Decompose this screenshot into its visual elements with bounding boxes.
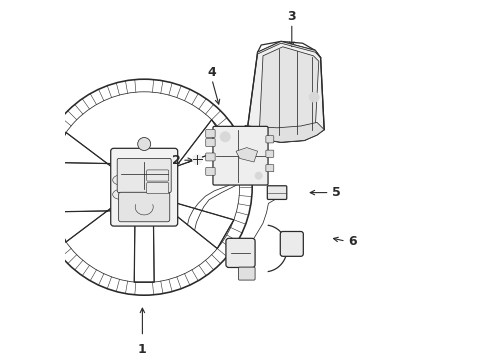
- Polygon shape: [159, 120, 231, 173]
- Polygon shape: [134, 197, 154, 282]
- FancyBboxPatch shape: [266, 165, 274, 172]
- FancyBboxPatch shape: [266, 136, 274, 143]
- Text: 3: 3: [288, 10, 296, 23]
- FancyBboxPatch shape: [268, 186, 287, 199]
- FancyBboxPatch shape: [117, 158, 171, 193]
- FancyBboxPatch shape: [226, 238, 255, 267]
- FancyBboxPatch shape: [206, 153, 215, 161]
- FancyBboxPatch shape: [239, 267, 255, 280]
- FancyBboxPatch shape: [206, 167, 215, 175]
- Circle shape: [193, 155, 202, 164]
- FancyBboxPatch shape: [147, 170, 169, 181]
- FancyBboxPatch shape: [213, 126, 268, 185]
- Circle shape: [36, 79, 252, 295]
- Polygon shape: [247, 41, 324, 142]
- FancyBboxPatch shape: [119, 192, 170, 222]
- FancyBboxPatch shape: [280, 231, 303, 256]
- FancyBboxPatch shape: [266, 150, 274, 157]
- Polygon shape: [236, 148, 258, 162]
- Text: 5: 5: [332, 186, 341, 199]
- Text: 6: 6: [349, 235, 357, 248]
- Text: 4: 4: [207, 66, 216, 78]
- Circle shape: [309, 92, 319, 102]
- Ellipse shape: [113, 189, 129, 199]
- FancyBboxPatch shape: [111, 148, 178, 226]
- Polygon shape: [52, 132, 124, 176]
- FancyBboxPatch shape: [147, 183, 169, 194]
- FancyBboxPatch shape: [206, 130, 215, 138]
- FancyBboxPatch shape: [206, 139, 215, 147]
- Polygon shape: [258, 41, 320, 58]
- Ellipse shape: [113, 175, 129, 185]
- Polygon shape: [159, 202, 234, 248]
- Text: 1: 1: [138, 343, 147, 356]
- Polygon shape: [245, 122, 324, 142]
- Circle shape: [138, 138, 151, 150]
- Circle shape: [255, 172, 262, 179]
- Polygon shape: [52, 198, 124, 242]
- Text: 2: 2: [172, 154, 180, 167]
- Polygon shape: [259, 47, 319, 137]
- Circle shape: [220, 132, 230, 142]
